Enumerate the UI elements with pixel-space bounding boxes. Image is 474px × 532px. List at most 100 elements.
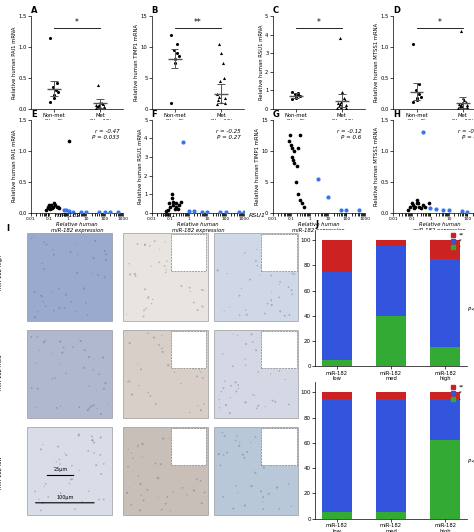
Point	[50, 83, 57, 92]
Point	[237, 284, 245, 293]
Bar	[376, 512, 406, 519]
Point	[343, 205, 350, 214]
Point	[168, 342, 176, 351]
Point	[50, 94, 58, 102]
Point	[45, 202, 52, 211]
Point	[162, 500, 169, 508]
Point	[410, 201, 417, 210]
Point	[269, 396, 276, 405]
Point	[56, 337, 64, 346]
Point	[265, 489, 273, 498]
Point	[43, 205, 50, 214]
Point	[125, 484, 133, 492]
Point	[220, 451, 228, 459]
Text: r = -0.36
P = 0.1: r = -0.36 P = 0.1	[457, 129, 474, 140]
Point	[187, 355, 195, 364]
Point	[199, 373, 207, 382]
Point	[246, 276, 254, 284]
Bar	[430, 347, 460, 367]
Point	[166, 435, 174, 443]
Point	[146, 392, 154, 401]
Point	[252, 256, 260, 265]
Point	[414, 200, 422, 208]
Point	[221, 98, 229, 107]
Point	[235, 381, 242, 389]
Point	[37, 292, 45, 300]
Point	[197, 368, 205, 377]
Point	[55, 284, 63, 293]
Text: RSU1: RSU1	[249, 213, 266, 218]
Point	[275, 505, 283, 513]
Point	[80, 284, 88, 293]
Point	[65, 137, 73, 146]
Point	[56, 460, 64, 468]
Point	[132, 272, 139, 280]
Point	[252, 469, 259, 477]
Point	[90, 254, 97, 262]
Point	[215, 96, 222, 104]
Point	[47, 204, 55, 212]
Point	[292, 90, 299, 98]
Point	[31, 288, 38, 296]
Point	[137, 480, 144, 488]
Bar	[322, 360, 352, 367]
Point	[259, 498, 267, 506]
Point	[236, 442, 243, 450]
Point	[40, 482, 48, 491]
Point	[57, 489, 64, 497]
Point	[255, 402, 262, 410]
Point	[48, 349, 56, 358]
Point	[158, 505, 165, 514]
Point	[80, 364, 87, 372]
Point	[95, 207, 103, 216]
Point	[273, 483, 281, 492]
Point	[42, 302, 49, 311]
Point	[291, 270, 298, 279]
Point	[124, 378, 132, 386]
Point	[284, 235, 292, 243]
Point	[95, 101, 103, 109]
Point	[217, 461, 224, 470]
FancyBboxPatch shape	[261, 428, 297, 466]
Point	[100, 102, 108, 111]
Point	[67, 475, 75, 484]
Y-axis label: Relative human RSU1 mRNA: Relative human RSU1 mRNA	[138, 129, 143, 204]
Point	[141, 240, 149, 248]
Point	[77, 207, 84, 216]
Point	[229, 504, 237, 513]
Point	[419, 128, 427, 136]
X-axis label: Relative human
miR-182 expression: Relative human miR-182 expression	[413, 222, 466, 233]
Point	[270, 430, 278, 439]
FancyBboxPatch shape	[171, 235, 206, 271]
Point	[286, 311, 293, 319]
Point	[50, 251, 58, 259]
Point	[34, 333, 41, 342]
Point	[57, 402, 64, 411]
Point	[417, 204, 425, 212]
Point	[194, 306, 201, 314]
Point	[203, 207, 211, 216]
Y-axis label: Relative human PAI1 mRNA: Relative human PAI1 mRNA	[12, 130, 17, 203]
Point	[300, 202, 308, 211]
Point	[79, 497, 86, 506]
FancyBboxPatch shape	[261, 331, 297, 368]
Point	[218, 387, 225, 396]
Point	[177, 379, 185, 388]
Point	[220, 74, 228, 82]
Point	[99, 100, 107, 109]
Point	[52, 86, 60, 95]
Point	[241, 248, 248, 257]
Point	[171, 368, 178, 377]
Bar	[322, 512, 352, 519]
Point	[198, 286, 206, 294]
Legend: **, *, -: **, *, -	[451, 385, 464, 402]
Point	[127, 270, 134, 279]
Point	[152, 400, 160, 408]
Point	[187, 287, 194, 296]
Point	[169, 197, 177, 206]
Point	[267, 296, 275, 304]
Point	[235, 208, 242, 217]
FancyBboxPatch shape	[123, 427, 208, 515]
Point	[289, 269, 296, 278]
Point	[270, 430, 278, 439]
